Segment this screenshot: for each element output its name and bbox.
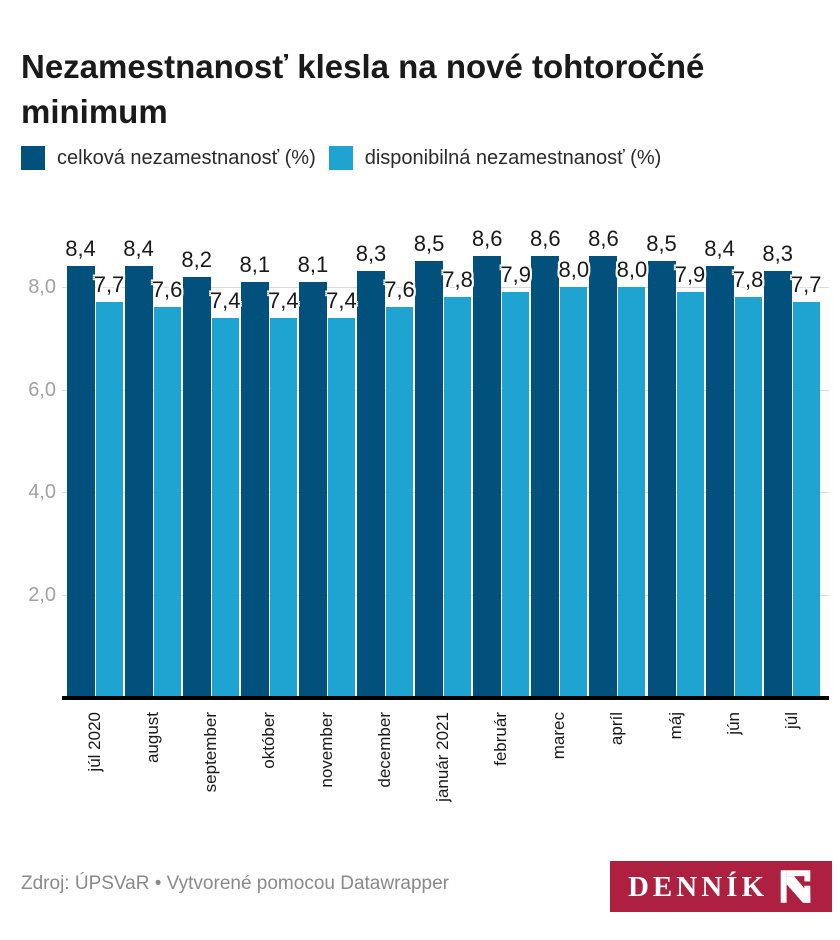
y-axis-label: 8,0 (28, 275, 56, 298)
bar-total-apríl[interactable] (589, 255, 618, 697)
bar-available-máj[interactable] (676, 291, 704, 697)
bar-total-november[interactable] (298, 281, 327, 697)
value-label-available-október: 7,4 (268, 287, 299, 313)
y-axis-label: 4,0 (28, 481, 56, 504)
bar-total-júl 2020[interactable] (66, 266, 95, 697)
bar-available-november[interactable] (327, 317, 355, 697)
x-axis-label-november: november (316, 712, 336, 788)
value-label-total-február: 8,6 (471, 225, 503, 251)
bar-available-apríl[interactable] (618, 286, 646, 697)
x-axis-label-marec: marec (549, 712, 569, 760)
x-axis-label-august: august (142, 712, 162, 764)
value-label-available-november: 7,4 (326, 287, 357, 313)
bar-available-február[interactable] (502, 291, 530, 697)
value-label-available-august: 7,6 (151, 277, 183, 303)
bar-available-január 2021[interactable] (444, 297, 472, 697)
legend-item-total: celková nezamestnanosť (%) (21, 146, 316, 170)
value-label-available-september: 7,4 (209, 287, 241, 313)
dennik-n-logo-text: DENNÍK (627, 871, 768, 903)
value-label-total-júl 2020: 8,4 (65, 236, 96, 262)
x-axis-label-apríl: apríl (607, 712, 627, 746)
bar-available-jún[interactable] (734, 297, 762, 697)
value-label-total-január 2021: 8,5 (413, 231, 445, 257)
value-label-available-marec: 8,0 (558, 256, 590, 282)
bar-total-január 2021[interactable] (415, 261, 444, 697)
dennik-n-logo: DENNÍK (610, 861, 832, 912)
y-axis-label: 2,0 (28, 584, 56, 607)
gridline-8,0 (62, 286, 829, 288)
value-label-total-marec: 8,6 (530, 225, 561, 251)
bar-available-december[interactable] (386, 307, 413, 697)
value-label-total-september: 8,2 (181, 246, 212, 272)
source-note: Zdroj: ÚPSVaR • Vytvorené pomocou Datawr… (21, 873, 450, 894)
value-label-available-júl: 7,7 (790, 272, 822, 298)
value-label-total-apríl: 8,6 (588, 225, 619, 251)
value-label-available-apríl: 8,0 (616, 256, 648, 282)
x-axis-label-jún: jún (723, 712, 743, 735)
value-label-available-január 2021: 7,8 (442, 267, 473, 293)
x-axis-label-máj: máj (665, 712, 685, 740)
value-label-total-august: 8,4 (123, 236, 154, 262)
x-axis-label-december: december (375, 712, 394, 788)
legend-swatch-available (328, 146, 353, 170)
value-label-total-máj: 8,5 (646, 231, 677, 257)
value-label-total-jún: 8,4 (704, 236, 735, 262)
bar-available-september[interactable] (211, 317, 239, 697)
value-label-total-júl: 8,3 (762, 241, 793, 267)
bar-total-august[interactable] (124, 266, 153, 697)
bar-total-jún[interactable] (705, 266, 734, 697)
y-axis-label: 6,0 (28, 378, 56, 401)
chart-title: Nezamestnanosť klesla na nové tohtoročné… (21, 48, 705, 131)
legend-label-available: disponibilná nezamestnanosť (%) (364, 146, 662, 169)
x-axis-line (62, 696, 829, 700)
value-label-available-júl 2020: 7,7 (93, 272, 125, 298)
x-axis-label-október: október (258, 712, 278, 769)
value-label-available-máj: 7,9 (674, 261, 706, 287)
value-label-total-november: 8,1 (297, 251, 329, 277)
bar-available-júl[interactable] (792, 302, 820, 697)
bar-total-december[interactable] (357, 271, 385, 697)
x-axis-label-február: február (491, 712, 511, 766)
value-label-available-jún: 7,8 (732, 267, 764, 293)
bar-available-júl 2020[interactable] (95, 302, 123, 697)
bar-total-júl[interactable] (763, 271, 792, 697)
bar-available-október[interactable] (269, 317, 297, 697)
dennik-n-icon (780, 870, 811, 903)
legend-swatch-total (21, 146, 45, 170)
legend: celková nezamestnanosť (%) disponibilná … (21, 146, 661, 170)
bar-total-október[interactable] (240, 281, 269, 697)
bar-total-september[interactable] (182, 276, 211, 697)
value-label-available-február: 7,9 (500, 261, 531, 287)
x-axis-label-január 2021: január 2021 (433, 712, 453, 802)
bar-total-marec[interactable] (531, 255, 560, 697)
x-axis-label-júl: júl (781, 712, 801, 730)
legend-label-total: celková nezamestnanosť (%) (57, 146, 316, 169)
legend-item-available: disponibilná nezamestnanosť (%) (328, 146, 662, 170)
value-label-total-október: 8,1 (239, 251, 271, 277)
x-axis-label-júl 2020: júl 2020 (84, 712, 104, 772)
bar-total-február[interactable] (473, 255, 502, 697)
bar-available-august[interactable] (153, 307, 181, 697)
bar-total-máj[interactable] (647, 261, 676, 697)
value-label-total-december: 8,3 (355, 241, 387, 267)
value-label-available-december: 7,6 (384, 277, 415, 303)
bar-available-marec[interactable] (560, 286, 588, 697)
x-axis-label-september: september (200, 712, 220, 793)
